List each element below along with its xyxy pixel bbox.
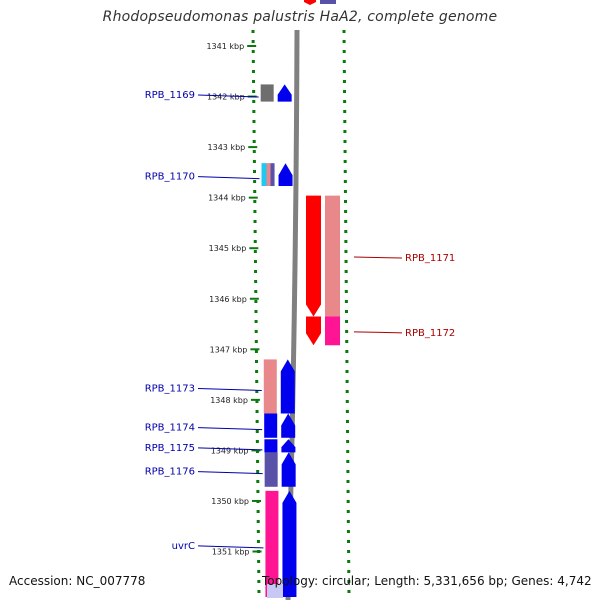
gene-arrow-rpb-1175 (281, 439, 296, 453)
gene-arrow-rpb-1174 (281, 413, 296, 438)
ruler-tick-label-1346: 1346 kbp (209, 295, 247, 304)
gene-block-rpb-1176 (264, 452, 278, 487)
genome-title: Rhodopseudomonas palustris HaA2, complet… (102, 9, 498, 25)
gene-leader-rpb-1170 (197, 176, 260, 180)
gene-label-rpb-1176: RPB_1176 (145, 467, 195, 478)
gene-arrow-rpb-1176 (281, 452, 296, 487)
gene-leader-uvrc (197, 545, 264, 549)
gene-leader-rpb-1169 (197, 94, 259, 98)
gene-block-rpb-1172 (325, 316, 340, 346)
gene-label-rpb-1169: RPB_1169 (145, 90, 195, 101)
accession-number: Accession: NC_007778 (9, 574, 146, 588)
gene-stripe-salmon (266, 163, 271, 187)
ruler-tick-label-1343: 1343 kbp (208, 143, 246, 152)
gene-label-rpb-1171: RPB_1171 (405, 253, 455, 264)
gene-leader-rpb-1173 (197, 387, 262, 391)
gene-block-rpb-1174 (264, 413, 278, 438)
gene-labels: RPB_1169 RPB_1170 RPB_1171 RPB_1172 RPB_1173… (145, 90, 456, 552)
feature-fragment-slate (320, 0, 336, 4)
ruler-track-left (251, 29, 261, 597)
gene-label-rpb-1173: RPB_1173 (145, 383, 195, 394)
gene-rpb-1170-stripes (261, 163, 275, 187)
ruler-tick-label-1350: 1350 kbp (211, 497, 249, 506)
gene-block-rpb-1171 (325, 195, 340, 317)
ruler-track-right (342, 29, 351, 597)
gene-leader-rpb-1176 (197, 471, 263, 475)
ruler-tick-label-1347: 1347 kbp (210, 345, 248, 354)
gene-leader-rpb-1174 (197, 427, 263, 431)
ruler: 1341 kbp 1342 kbp 1343 kbp 1344 kbp 1345 kbp… (206, 29, 351, 597)
gene-rpb-1171 (306, 195, 340, 317)
gene-leader-rpb-1172 (353, 331, 403, 334)
gene-arrow-rpb-1172 (306, 316, 321, 346)
gene-block-rpb-1173 (263, 359, 277, 414)
ruler-tick-label-1348: 1348 kbp (210, 396, 248, 405)
gene-label-rpb-1174: RPB_1174 (145, 423, 195, 434)
gene-rpb-1172 (306, 316, 340, 346)
gene-fragment-bottom (267, 584, 283, 598)
gene-arrow-rpb-1171 (306, 195, 321, 317)
ruler-tick-label-1349: 1349 kbp (211, 446, 249, 455)
gene-rpb-1173 (263, 359, 295, 414)
gene-features (260, 84, 340, 598)
gene-rpb-1175 (264, 439, 296, 453)
gene-label-rpb-1170: RPB_1170 (145, 172, 195, 183)
gene-block-uvrc (265, 490, 279, 597)
gene-leader-rpb-1175 (197, 447, 263, 451)
feature-fragment-red (304, 0, 316, 5)
gene-leader-rpb-1171 (353, 256, 403, 259)
gene-label-rpb-1175: RPB_1175 (145, 443, 195, 454)
ruler-tick-label-1345: 1345 kbp (209, 244, 247, 253)
gene-arrow-rpb-1170 (278, 163, 293, 187)
ruler-tick-label-1351: 1351 kbp (212, 548, 250, 557)
gene-label-rpb-1172: RPB_1172 (405, 328, 455, 339)
gene-arrow-uvrc (282, 490, 297, 597)
topology-summary: Topology: circular; Length: 5,331,656 bp… (262, 574, 592, 588)
gene-stripe-slate (270, 163, 275, 187)
gene-block-rpb-1169 (260, 84, 274, 102)
gene-label-uvrc: uvrC (172, 541, 195, 552)
gene-rpb-1169 (260, 84, 292, 102)
ruler-tick-label-1341: 1341 kbp (206, 42, 244, 51)
gene-rpb-1174 (264, 413, 296, 438)
gene-rpb-1176 (264, 452, 296, 487)
gene-uvrc (265, 490, 297, 597)
ruler-tick-label-1344: 1344 kbp (208, 194, 246, 203)
gene-arrow-rpb-1169 (277, 84, 292, 102)
gene-arrow-rpb-1173 (280, 359, 295, 414)
gene-block-rpb-1175 (264, 439, 278, 453)
ruler-tick-label-1342: 1342 kbp (207, 93, 245, 102)
gene-stripe-cyan (261, 163, 267, 187)
